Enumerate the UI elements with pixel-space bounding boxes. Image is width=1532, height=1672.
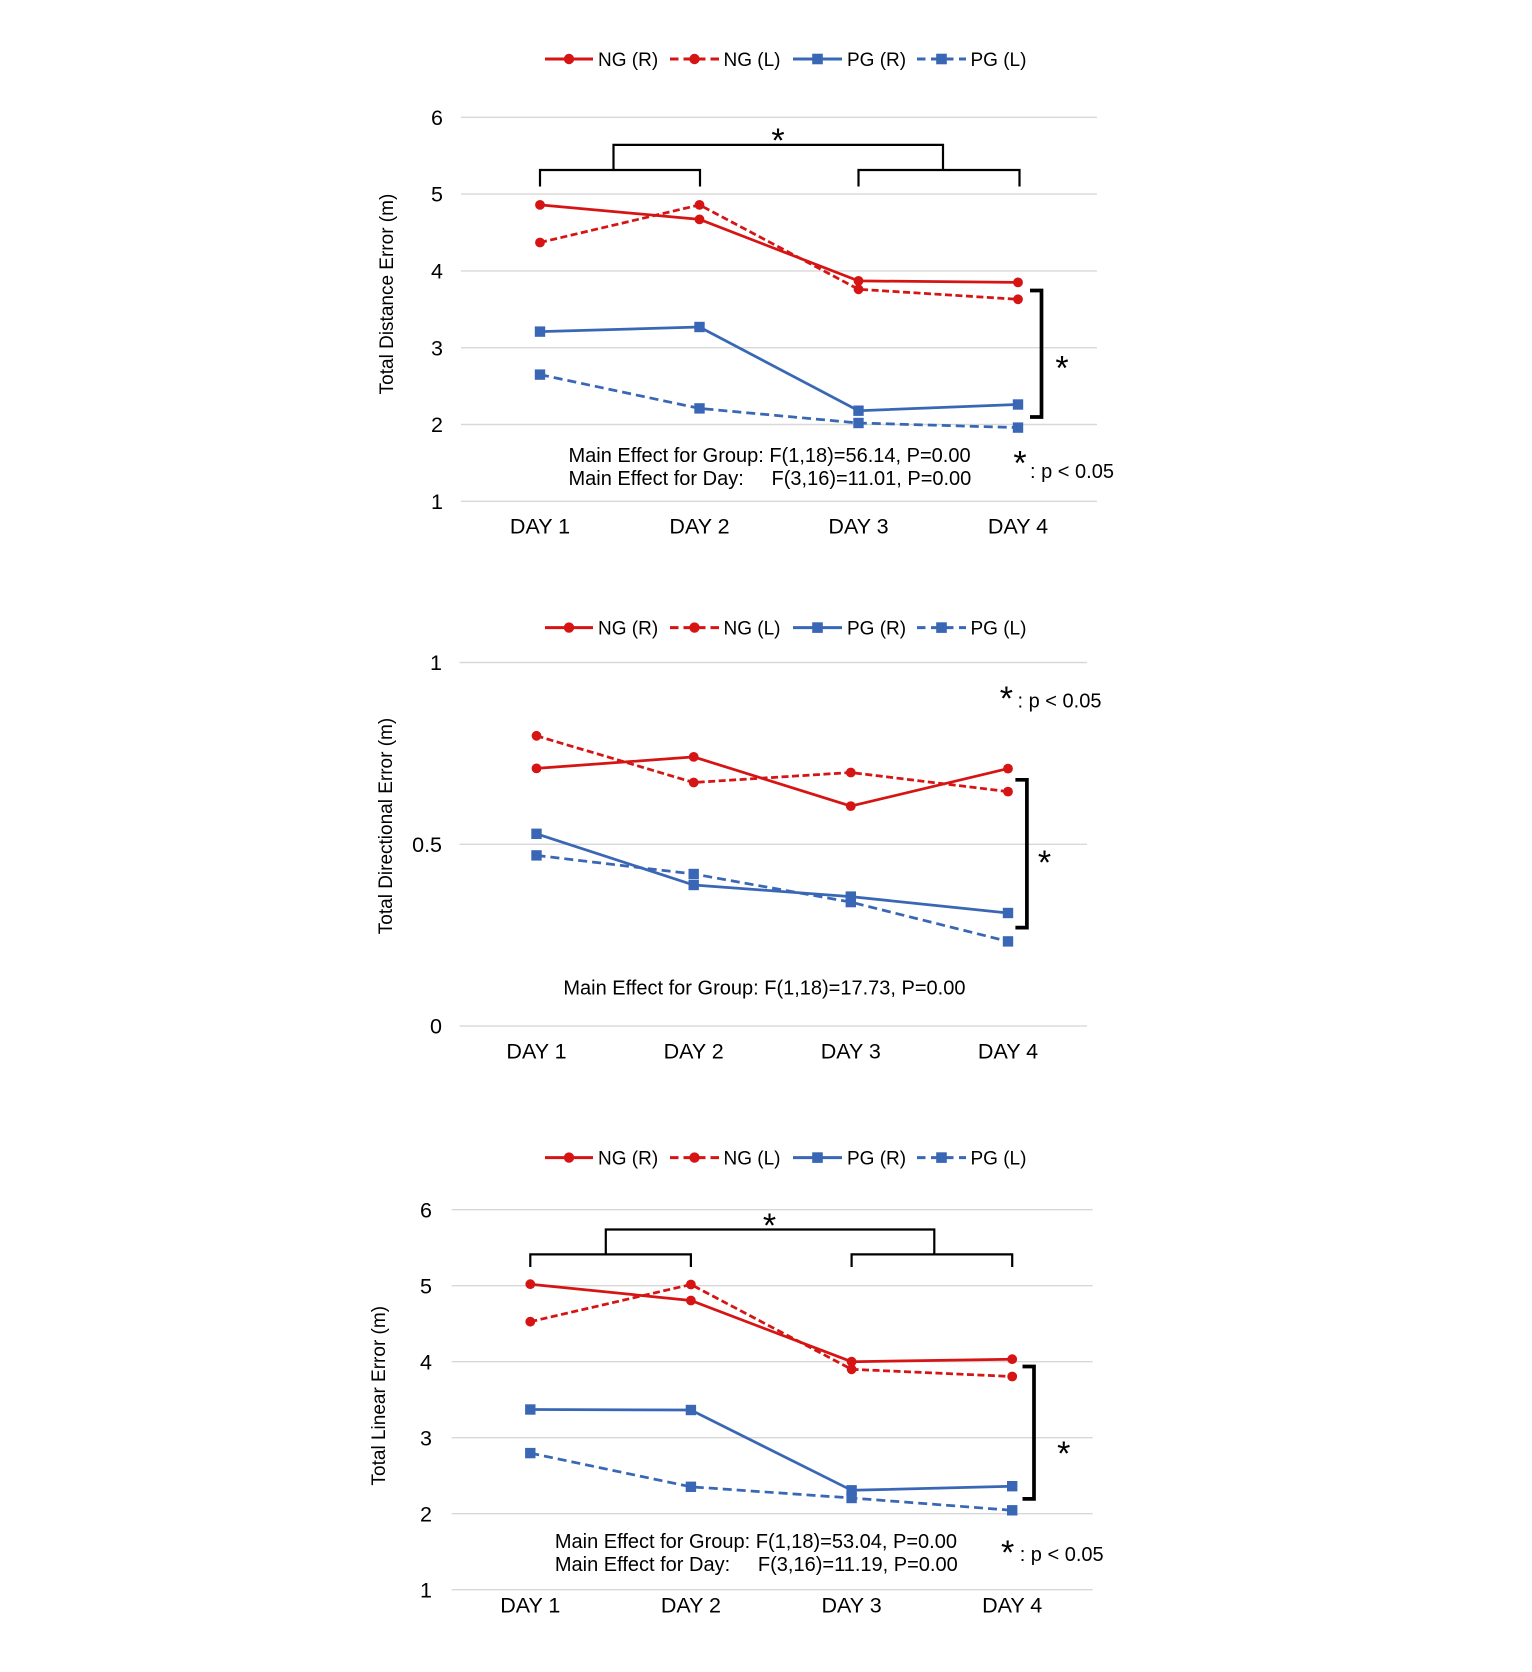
svg-text:DAY 2: DAY 2 [661,1593,721,1617]
svg-text:NG (R): NG (R) [598,619,658,640]
svg-text:NG (L): NG (L) [724,50,781,71]
svg-text:1: 1 [430,651,442,675]
svg-text:DAY 4: DAY 4 [982,1593,1042,1617]
svg-text:2: 2 [420,1502,432,1526]
svg-text:6: 6 [420,1198,432,1222]
svg-text:4: 4 [420,1350,432,1374]
svg-text:5: 5 [431,183,443,207]
svg-text:: p < 0.05: : p < 0.05 [1020,1544,1104,1566]
svg-text:PG (L): PG (L) [971,619,1027,640]
svg-text:NG (L): NG (L) [724,1149,781,1170]
svg-text:*: * [771,122,784,160]
svg-text:DAY 2: DAY 2 [669,514,729,538]
svg-text:Main Effect for Group: F(1,18): Main Effect for Group: F(1,18)=53.04, P=… [555,1531,957,1553]
svg-text:PG (R): PG (R) [847,50,906,71]
svg-text:: p < 0.05: : p < 0.05 [1018,691,1102,713]
svg-text:1: 1 [420,1578,432,1602]
svg-text:NG (L): NG (L) [724,619,781,640]
svg-text:DAY 2: DAY 2 [664,1039,724,1063]
svg-text:PG (L): PG (L) [971,50,1027,71]
svg-text:6: 6 [431,106,443,130]
svg-text:DAY 1: DAY 1 [506,1039,566,1063]
svg-text:Total Directional Error (m): Total Directional Error (m) [376,718,397,934]
svg-text:Main Effect for Day: F(3,1: Main Effect for Day: F(3,16)=11.01, P=0.… [569,468,972,490]
svg-text:DAY 3: DAY 3 [821,1039,881,1063]
svg-text:0.5: 0.5 [412,833,442,857]
svg-text:*: * [1055,350,1068,388]
svg-text:*: * [1000,680,1013,718]
svg-text:PG (R): PG (R) [847,1149,906,1170]
svg-text:DAY 4: DAY 4 [978,1039,1038,1063]
svg-text:4: 4 [431,260,443,284]
svg-text:PG (L): PG (L) [971,1149,1027,1170]
svg-text:0: 0 [430,1015,442,1039]
svg-text:DAY 1: DAY 1 [510,514,570,538]
svg-text:Main Effect for Day: F(3,1: Main Effect for Day: F(3,16)=11.19, P=0.… [555,1554,958,1576]
svg-text:2: 2 [431,413,443,437]
svg-text:: p < 0.05: : p < 0.05 [1030,461,1114,483]
svg-text:DAY 3: DAY 3 [822,1593,882,1617]
svg-text:*: * [1057,1435,1070,1473]
svg-text:NG (R): NG (R) [598,1149,658,1170]
svg-text:*: * [1013,444,1026,482]
svg-text:3: 3 [431,336,443,360]
svg-text:Main Effect for Group: F(1,18): Main Effect for Group: F(1,18)=56.14, P=… [569,445,971,467]
svg-text:*: * [763,1207,776,1245]
svg-text:*: * [1038,844,1051,882]
svg-text:DAY 3: DAY 3 [828,514,888,538]
svg-text:Total Distance Error (m): Total Distance Error (m) [377,194,398,395]
svg-text:DAY 4: DAY 4 [988,514,1048,538]
svg-text:5: 5 [420,1274,432,1298]
svg-text:1: 1 [431,490,443,514]
svg-text:Total Linear Error (m): Total Linear Error (m) [369,1306,390,1486]
svg-text:DAY 1: DAY 1 [500,1593,560,1617]
svg-text:PG (R): PG (R) [847,619,906,640]
svg-text:*: * [1001,1534,1014,1572]
svg-text:3: 3 [420,1426,432,1450]
svg-text:Main Effect for Group: F(1,18): Main Effect for Group: F(1,18)=17.73, P=… [563,978,965,1000]
svg-text:NG (R): NG (R) [598,50,658,71]
